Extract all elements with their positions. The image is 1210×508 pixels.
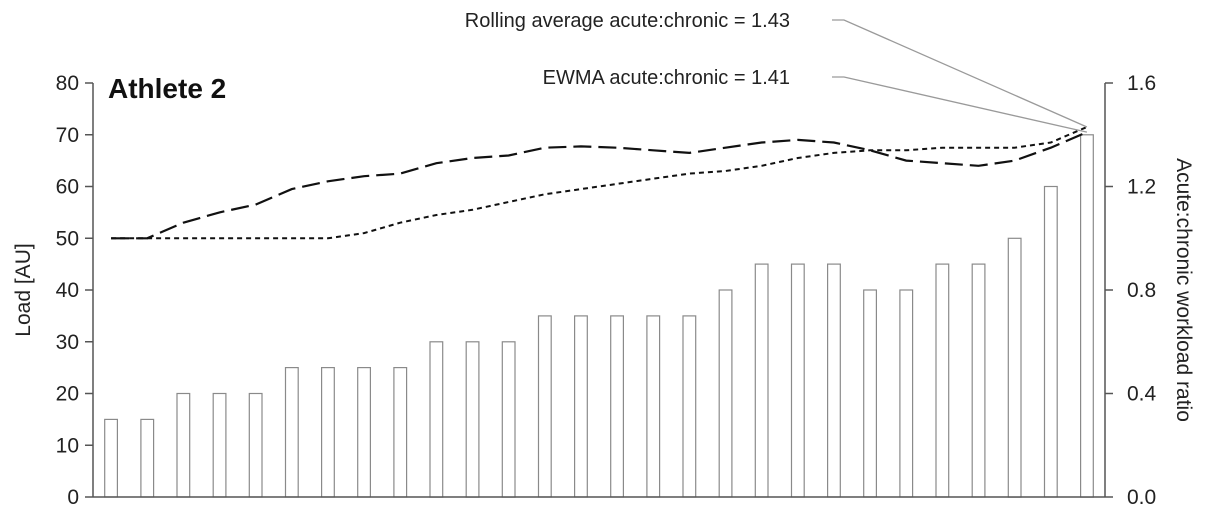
bar [393,367,408,498]
y-tick-label: 10 [56,434,79,457]
bar [1007,237,1022,498]
y2-tick-label: 0.0 [1127,486,1156,508]
line-series-rolling-average [111,126,1088,240]
annotation-ewma: EWMA acute:chronic = 1.41 [543,67,790,89]
bar [465,341,480,498]
bar [1079,134,1094,498]
annotation-leader-line [832,19,1088,128]
bar [176,392,191,498]
bar [429,341,444,498]
y-tick-label: 50 [56,227,79,250]
bar [899,289,914,498]
bar [573,315,588,498]
y-tick-label: 30 [56,331,79,354]
bar [718,289,733,498]
y2-tick-label: 0.8 [1127,279,1156,302]
y-tick-label: 70 [56,124,79,147]
y-axis-title: Load [AU] [12,243,35,336]
y2-tick-label: 1.2 [1127,176,1156,199]
bar [935,263,950,498]
annotation-rolling-average: Rolling average acute:chronic = 1.43 [465,10,790,32]
y-tick-label: 20 [56,383,79,406]
bar [248,392,263,498]
bar [140,418,155,498]
chart-title: Athlete 2 [108,73,226,104]
bars-group [104,134,1094,498]
y2-tick-label: 0.4 [1127,383,1157,406]
bar [1043,185,1058,498]
y-tick-label: 80 [56,72,79,95]
y2-tick-label: 1.6 [1127,72,1156,95]
bar [321,367,335,498]
bar [212,392,227,498]
lines-group [111,126,1088,240]
y-tick-label: 60 [56,176,79,199]
line-series-ewma [111,131,1088,240]
bar [284,367,299,498]
bar [646,315,661,498]
bar [754,263,769,498]
bar [537,315,552,498]
bar [357,367,372,498]
bar [501,341,516,498]
y-tick-label: 0 [67,486,79,508]
bar [971,263,986,498]
axes-group: 0 10 20 30 40 50 60 70 80 0.0 0.4 0.8 1.2 1.6 [56,72,1157,508]
bar [863,289,878,498]
bar [610,315,625,498]
annotation-leader-line [832,76,1088,133]
y-tick-label: 40 [56,279,79,302]
y2-axis-title: Acute:chronic workload ratio [1172,158,1195,422]
bar [682,315,697,498]
leader-lines-group [832,19,1088,133]
bar [826,263,841,498]
bar [790,263,805,498]
bar [104,418,118,498]
